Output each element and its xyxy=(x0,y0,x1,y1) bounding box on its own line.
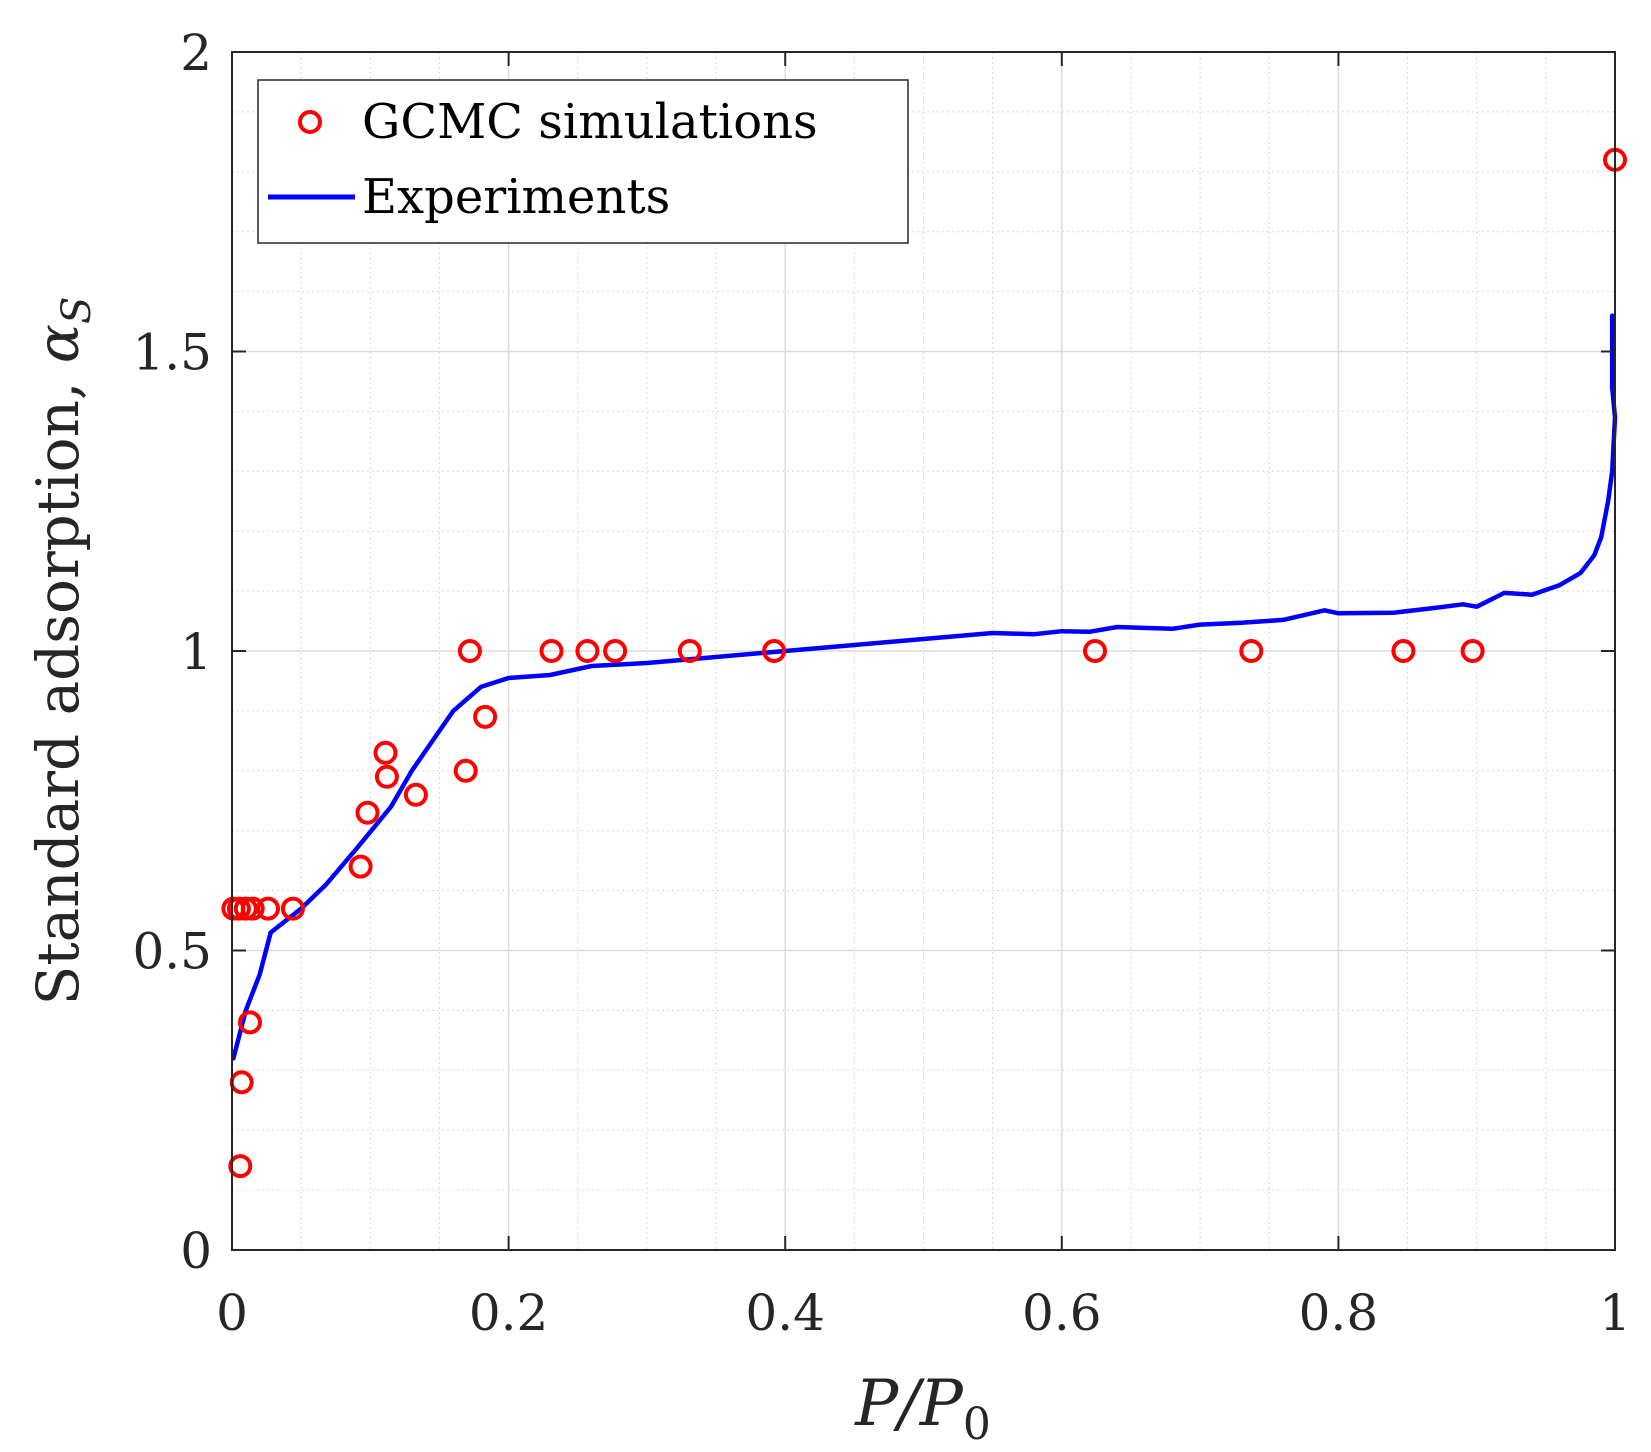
y-axis-label-symbol: α xyxy=(24,324,92,363)
experiments-line xyxy=(231,313,1618,1061)
legend: GCMC simulations Experiments xyxy=(257,79,909,244)
y-axis-label: Standard adsorption, αS xyxy=(24,297,100,1006)
gcmc-point xyxy=(473,704,498,729)
gcmc-point xyxy=(457,639,482,663)
y-tick-label: 0.5 xyxy=(132,923,212,981)
legend-label-experiments: Experiments xyxy=(362,169,670,225)
gcmc-point xyxy=(539,639,564,663)
gcmc-point xyxy=(677,639,702,663)
gcmc-point xyxy=(355,800,380,825)
gcmc-point xyxy=(256,896,280,921)
x-axis-label-main: P/P xyxy=(854,1367,964,1441)
gcmc-point xyxy=(238,1010,262,1035)
tick-labels: 0 0.2 0.4 0.6 0.8 1 0 0.5 1 1.5 2 xyxy=(132,24,1630,1342)
y-tick-label: 2 xyxy=(180,24,212,82)
x-tick-label: 0.4 xyxy=(745,1284,825,1342)
x-tick-label: 0.6 xyxy=(1022,1284,1102,1342)
gcmc-point xyxy=(1460,639,1485,663)
gcmc-point xyxy=(374,764,399,789)
gcmc-point xyxy=(603,639,628,663)
x-tick-label: 0.8 xyxy=(1299,1284,1379,1342)
minor-grid xyxy=(232,52,1615,1250)
gcmc-point xyxy=(348,854,373,879)
y-axis-label-main: Standard adsorption, xyxy=(24,363,92,1005)
x-tick-label: 1 xyxy=(1599,1284,1631,1342)
gcmc-point xyxy=(1391,639,1416,663)
gcmc-point xyxy=(226,896,251,921)
gcmc-point xyxy=(233,896,258,921)
gcmc-point xyxy=(762,639,787,663)
gcmc-point xyxy=(228,1154,253,1179)
y-tick-label: 0 xyxy=(180,1222,212,1280)
gcmc-point xyxy=(240,896,265,921)
gcmc-point xyxy=(373,740,398,765)
x-axis-label: P/P0 xyxy=(854,1367,991,1450)
legend-marker-gcmc xyxy=(298,110,322,134)
y-axis-label-subscript: S xyxy=(54,297,100,324)
y-tick-label: 1 xyxy=(180,623,212,681)
gcmc-point xyxy=(280,896,305,921)
gcmc-point xyxy=(575,639,600,663)
x-axis-label-subscript: 0 xyxy=(963,1399,991,1450)
gcmc-point xyxy=(453,758,478,783)
gcmc-point xyxy=(403,782,428,807)
ticks-layer xyxy=(231,51,1616,1251)
y-tick-label: 1.5 xyxy=(132,324,212,382)
gcmc-point xyxy=(1083,639,1107,663)
gcmc-point xyxy=(1239,639,1264,663)
x-tick-label: 0 xyxy=(216,1284,248,1342)
series-layer xyxy=(221,147,1627,1179)
legend-label-gcmc: GCMC simulations xyxy=(362,94,818,150)
x-tick-label: 0.2 xyxy=(469,1284,549,1342)
legend-box xyxy=(257,79,909,244)
